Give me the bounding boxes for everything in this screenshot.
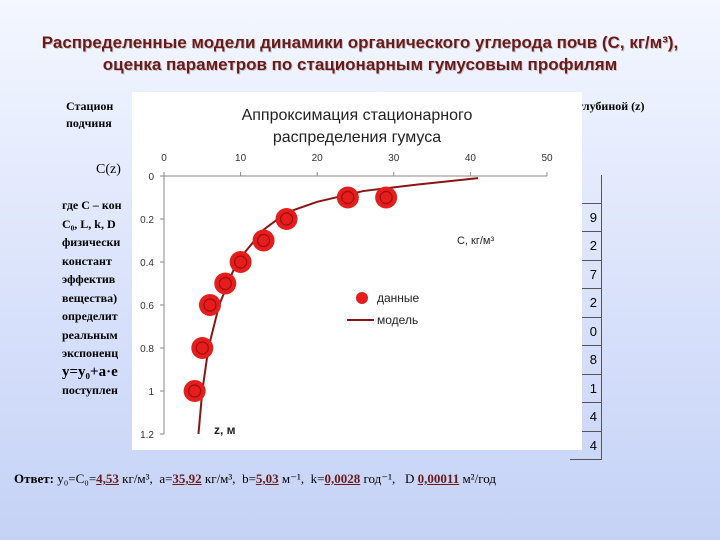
definition-line: определит <box>62 309 118 323</box>
data-point <box>214 272 237 295</box>
answer-d-label: D <box>405 471 415 486</box>
formula: C(z) <box>96 162 121 177</box>
data-point-inner <box>341 190 355 205</box>
data-point <box>252 229 275 252</box>
data-point-inner <box>188 384 202 398</box>
definition-line: экспоненц <box>62 346 119 360</box>
model-line <box>197 177 479 435</box>
slide-title: Распределенные модели динамики органичес… <box>0 32 720 76</box>
y-tick-label: 1 <box>148 387 154 398</box>
definition-line: реальным <box>62 327 118 342</box>
answer-k-label: k= <box>310 471 325 486</box>
answer-y0-unit: кг/м³, <box>122 471 153 486</box>
last-line: поступлен <box>62 383 118 397</box>
data-point <box>183 380 206 402</box>
definition-line: где С – кон <box>62 198 122 212</box>
data-point <box>275 208 298 230</box>
chart-svg: Аппроксимация стационарного распределения… <box>140 107 553 441</box>
y-tick-label: 1.2 <box>140 430 154 441</box>
definition-line: констант <box>62 253 112 268</box>
data-point-inner <box>233 255 248 269</box>
intro-text: Стацион глубиной (z) подчиня <box>66 98 706 132</box>
answer-b-value: 5,03 <box>255 471 279 486</box>
answer-k-unit: год⁻¹, <box>363 471 396 486</box>
definition-line: C₀, L, k, D <box>62 216 116 231</box>
data-point-inner <box>256 233 271 248</box>
x-tick-label: 0 <box>161 153 167 164</box>
legend-marker-data <box>356 292 368 304</box>
y-tick-label: 0 <box>148 172 154 183</box>
definition-line: эффектив <box>62 272 116 286</box>
legend-label-data: данные <box>377 291 420 305</box>
answer-a-value: 35,92 <box>172 471 202 486</box>
y-tick-label: 0.8 <box>140 344 154 355</box>
data-point-inner <box>195 341 209 355</box>
chart: Аппроксимация стационарного распределения… <box>132 92 582 450</box>
answer-b-unit: м⁻¹, <box>281 471 305 486</box>
data-point <box>198 294 221 316</box>
intro-line-1-right: глубиной (z) <box>578 99 645 113</box>
y-axis-label: z, м <box>214 423 236 437</box>
answer-a-label: a= <box>159 471 173 486</box>
data-point-inner <box>279 212 294 226</box>
answer-b-label: b= <box>242 471 256 486</box>
definition-line: вещества) <box>62 290 118 305</box>
answer-k-value: 0,0028 <box>324 471 361 486</box>
answer-line: Ответ: y₀=C₀=4,53 кг/м³, a=35,92 кг/м³, … <box>14 471 496 487</box>
chart-title-line-2: распределения гумуса <box>273 129 441 146</box>
data-point-inner <box>218 276 232 291</box>
intro-line-1: Стацион <box>66 99 114 113</box>
title-line-2: оценка параметров по стационарным гумусо… <box>102 55 618 74</box>
chart-title-line-1: Аппроксимация стационарного <box>242 107 473 124</box>
y-tick-label: 0.6 <box>140 301 154 312</box>
x-tick-label: 20 <box>312 153 324 164</box>
answer-d-value: 0,00011 <box>417 471 460 486</box>
definitions-column: где С – кон C₀, L, k, D физически констант э… <box>62 196 182 400</box>
x-axis-label: С, кг/м³ <box>457 235 494 247</box>
x-tick-label: 50 <box>541 153 553 164</box>
data-point <box>375 186 398 209</box>
y-tick-label: 0.4 <box>140 258 154 269</box>
data-point <box>191 337 214 359</box>
data-point-inner <box>203 298 217 312</box>
answer-label: Ответ: <box>14 471 55 486</box>
x-tick-label: 10 <box>235 153 247 164</box>
answer-d-unit: м²/год <box>462 471 496 486</box>
answer-y0-label: y₀=C₀= <box>57 471 97 486</box>
data-point <box>336 186 359 209</box>
definition-line: физически <box>62 235 121 249</box>
data-point <box>229 251 252 273</box>
fit-equation: y=y₀+a·e <box>62 363 118 380</box>
title-line-1: Распределенные модели динамики органичес… <box>41 33 679 52</box>
answer-a-unit: кг/м³, <box>204 471 236 486</box>
legend-label-model: модель <box>377 313 418 327</box>
intro-line-2: подчиня <box>66 116 112 130</box>
x-tick-label: 40 <box>465 153 477 164</box>
x-tick-label: 30 <box>388 153 400 164</box>
y-tick-label: 0.2 <box>140 215 154 226</box>
answer-y0-value: 4,53 <box>96 471 119 486</box>
data-point-inner <box>379 190 393 205</box>
